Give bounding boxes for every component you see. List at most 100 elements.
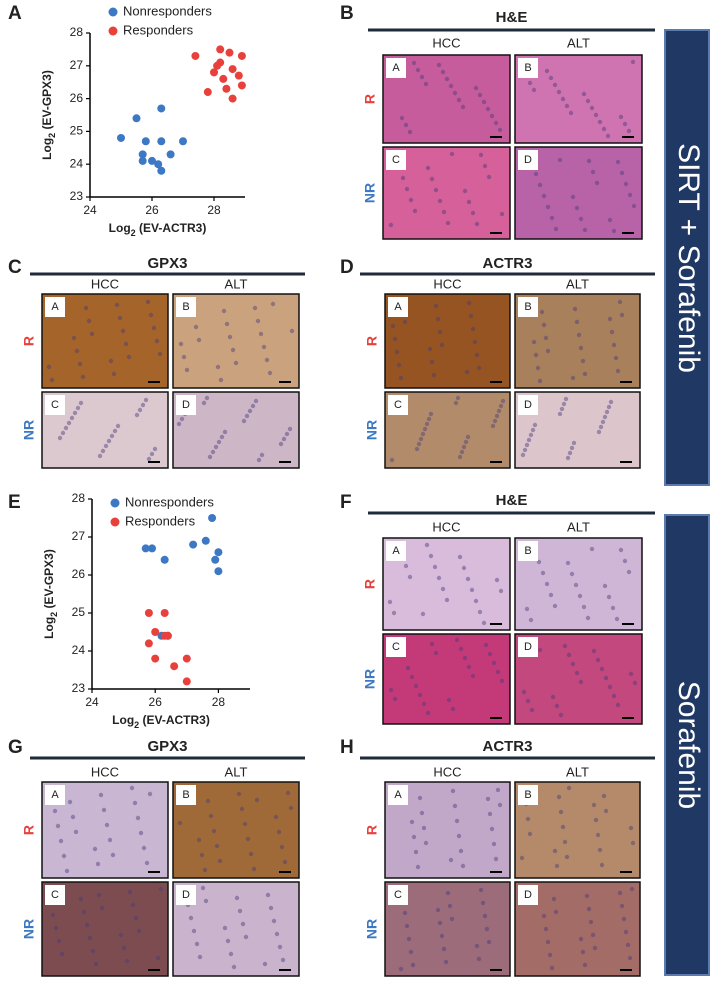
nucleus	[427, 346, 433, 352]
nucleus	[152, 446, 158, 452]
nucleus	[110, 852, 116, 858]
nucleus	[78, 400, 84, 406]
tile-label: B	[524, 301, 531, 313]
nucleus	[607, 217, 613, 223]
nucleus	[278, 441, 284, 447]
nucleus	[389, 457, 395, 463]
nucleus	[433, 187, 439, 193]
point	[182, 654, 191, 663]
x-label: Log2 (EV-ACTR3)	[112, 713, 210, 730]
nucleus	[203, 898, 209, 904]
nucleus	[439, 342, 445, 348]
point	[141, 137, 150, 146]
nucleus	[589, 105, 595, 111]
nucleus	[193, 324, 199, 330]
nucleus	[284, 431, 290, 437]
nucleus	[617, 890, 623, 896]
nucleus	[72, 410, 78, 416]
nucleus	[456, 97, 462, 103]
nucleus	[449, 916, 455, 922]
nucleus	[598, 424, 604, 430]
column-header: HCC	[432, 35, 460, 50]
nucleus	[422, 426, 428, 432]
nucleus	[433, 303, 439, 309]
nucleus	[577, 593, 583, 599]
nucleus	[533, 171, 539, 177]
nucleus	[562, 643, 568, 649]
row-label: NR	[364, 420, 380, 440]
nucleus	[614, 616, 620, 622]
nucleus	[498, 588, 504, 594]
micrograph	[514, 633, 643, 725]
panel-title: H&E	[496, 492, 528, 509]
nucleus	[111, 371, 117, 377]
nucleus	[558, 712, 564, 718]
nucleus	[114, 302, 120, 308]
nucleus	[578, 679, 584, 685]
nucleus	[456, 833, 462, 839]
nucleus	[446, 697, 452, 703]
point	[157, 166, 166, 175]
side-label: SIRT + Sorafenib	[672, 143, 705, 373]
tile-label: A	[51, 789, 59, 801]
panel-title: ACTR3	[482, 738, 532, 755]
tile-label: C	[392, 154, 400, 166]
tile-label-box	[518, 58, 538, 78]
nucleus	[557, 157, 563, 163]
y-tick-label: 23	[70, 189, 84, 203]
nucleus	[454, 818, 460, 824]
nucleus	[447, 903, 453, 909]
nucleus	[541, 322, 547, 328]
nucleus	[436, 62, 442, 68]
nucleus	[478, 887, 484, 893]
nucleus	[129, 785, 135, 791]
nucleus	[441, 946, 447, 952]
nucleus	[474, 221, 480, 227]
nucleus	[120, 328, 126, 334]
nucleus	[604, 409, 610, 415]
nucleus	[148, 312, 154, 318]
nucleus	[521, 689, 527, 695]
nucleus	[73, 829, 79, 835]
tile-label-box	[386, 541, 406, 561]
tile-label-box	[176, 395, 196, 415]
nucleus	[424, 542, 430, 548]
nucleus	[571, 440, 577, 446]
nucleus	[216, 439, 222, 445]
nucleus	[118, 932, 124, 938]
tile-label: A	[394, 789, 402, 801]
tile-label-box	[518, 395, 538, 415]
point	[210, 68, 218, 77]
nucleus	[610, 605, 616, 611]
tile-label-box	[388, 395, 408, 415]
nucleus	[83, 305, 89, 311]
nucleus	[520, 452, 526, 458]
nucleus	[81, 909, 87, 915]
column-header: HCC	[91, 276, 119, 291]
nucleus	[472, 339, 478, 345]
nucleus	[403, 563, 409, 569]
nucleus	[273, 814, 279, 820]
tile-label-box	[518, 150, 538, 170]
column-header: ALT	[567, 35, 590, 50]
nucleus	[545, 348, 551, 354]
row-label: NR	[362, 183, 378, 203]
nucleus	[603, 675, 609, 681]
nucleus	[417, 795, 423, 801]
nucleus	[178, 341, 184, 347]
nucleus	[537, 647, 543, 653]
nucleus	[585, 615, 591, 621]
tile-label-box	[45, 297, 65, 317]
tile-label: C	[394, 399, 402, 411]
y-tick-label: 27	[72, 529, 86, 543]
nucleus	[225, 938, 231, 944]
nucleus	[233, 360, 239, 366]
x-tick-label: 24	[83, 203, 97, 217]
nucleus	[208, 813, 214, 819]
point	[216, 45, 225, 54]
nucleus	[482, 163, 488, 169]
nucleus	[596, 429, 602, 435]
nucleus	[423, 81, 429, 87]
nucleus	[480, 900, 486, 906]
nucleus	[525, 816, 531, 822]
